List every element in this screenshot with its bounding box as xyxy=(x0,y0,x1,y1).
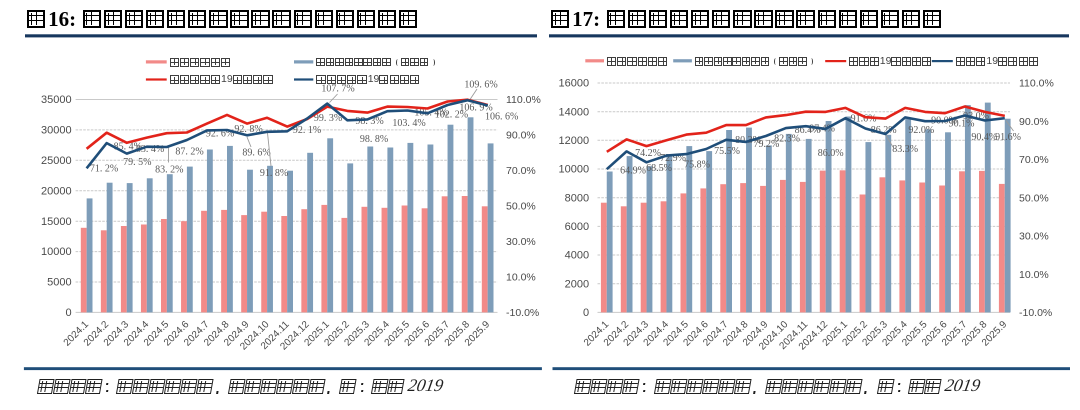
svg-text:90.0%: 90.0% xyxy=(1019,116,1049,128)
svg-text:64.9%: 64.9% xyxy=(620,166,646,177)
svg-text:109. 6%: 109. 6% xyxy=(464,80,497,91)
svg-text:91.6%: 91.6% xyxy=(851,113,877,124)
svg-text:75.8%: 75.8% xyxy=(684,160,710,171)
svg-text:68.5%: 68.5% xyxy=(646,163,672,174)
svg-text:92. 1%: 92. 1% xyxy=(293,125,321,136)
svg-text:-10.0%: -10.0% xyxy=(506,307,539,319)
svg-text:106. 6%: 106. 6% xyxy=(485,111,518,122)
svg-text:87. 2%: 87. 2% xyxy=(175,146,203,157)
svg-text:110.0%: 110.0% xyxy=(1019,78,1054,90)
svg-text:98. 8%: 98. 8% xyxy=(360,134,388,145)
svg-text:10000: 10000 xyxy=(41,246,72,258)
svg-text:12000: 12000 xyxy=(559,135,590,147)
svg-text:0: 0 xyxy=(583,307,589,319)
svg-text:89. 6%: 89. 6% xyxy=(242,148,270,159)
svg-text:79. 5%: 79. 5% xyxy=(123,157,151,168)
svg-text:5000: 5000 xyxy=(47,277,71,289)
svg-text:82.3%: 82.3% xyxy=(774,133,800,144)
svg-text:35000: 35000 xyxy=(41,94,72,106)
svg-text:30000: 30000 xyxy=(41,125,72,137)
svg-text:85. 4%: 85. 4% xyxy=(114,142,142,153)
svg-text:75.5%: 75.5% xyxy=(714,146,740,157)
svg-text:93.0%: 93.0% xyxy=(963,111,989,122)
svg-text:106. 9%: 106. 9% xyxy=(459,103,492,114)
svg-text:-10.0%: -10.0% xyxy=(1019,307,1052,319)
svg-text:15000: 15000 xyxy=(41,216,72,228)
svg-text:90.0%: 90.0% xyxy=(506,130,536,142)
svg-text:92. 8%: 92. 8% xyxy=(234,124,262,135)
svg-text:6000: 6000 xyxy=(565,221,589,233)
svg-text:79.2%: 79.2% xyxy=(753,139,779,150)
svg-text:91.6%: 91.6% xyxy=(995,132,1021,143)
svg-text:90.4%: 90.4% xyxy=(971,132,997,143)
svg-text:72.9%: 72.9% xyxy=(660,153,686,164)
svg-text:83. 2%: 83. 2% xyxy=(155,165,183,176)
svg-text:30.0%: 30.0% xyxy=(506,236,536,248)
svg-text:50.0%: 50.0% xyxy=(506,201,536,213)
svg-text:86.0%: 86.0% xyxy=(818,148,844,159)
svg-text:25000: 25000 xyxy=(41,155,72,167)
svg-text:74.2%: 74.2% xyxy=(635,148,661,159)
svg-text:71. 2%: 71. 2% xyxy=(90,163,118,174)
svg-text:14000: 14000 xyxy=(559,106,590,118)
svg-text:10000: 10000 xyxy=(559,164,590,176)
svg-text:20000: 20000 xyxy=(41,185,72,197)
svg-text:70.0%: 70.0% xyxy=(506,165,536,177)
svg-text:70.0%: 70.0% xyxy=(1019,154,1049,166)
svg-text:0: 0 xyxy=(65,307,71,319)
svg-text:99. 3%: 99. 3% xyxy=(314,113,342,124)
svg-text:83.3%: 83.3% xyxy=(892,144,918,155)
svg-text:92. 6%: 92. 6% xyxy=(206,129,234,140)
svg-text:92.0%: 92.0% xyxy=(908,125,934,136)
svg-text:107. 7%: 107. 7% xyxy=(321,84,354,95)
svg-text:50.0%: 50.0% xyxy=(1019,192,1049,204)
svg-text:110.0%: 110.0% xyxy=(506,94,541,106)
svg-text:10.0%: 10.0% xyxy=(1019,269,1049,281)
svg-text:2000: 2000 xyxy=(565,278,589,290)
svg-text:91. 8%: 91. 8% xyxy=(260,168,288,179)
svg-text:90.1%: 90.1% xyxy=(949,118,975,129)
svg-text:103. 4%: 103. 4% xyxy=(392,118,425,129)
svg-text:10.0%: 10.0% xyxy=(506,272,536,284)
svg-text:8000: 8000 xyxy=(565,192,589,204)
svg-text:16000: 16000 xyxy=(559,78,590,90)
svg-text:86.2%: 86.2% xyxy=(871,125,897,136)
svg-text:83. 4%: 83. 4% xyxy=(136,144,164,155)
svg-text:102. 2%: 102. 2% xyxy=(435,109,468,120)
svg-text:86.4%: 86.4% xyxy=(795,125,821,136)
svg-text:4000: 4000 xyxy=(565,250,589,262)
svg-text:98. 3%: 98. 3% xyxy=(355,116,383,127)
svg-text:30.0%: 30.0% xyxy=(1019,231,1049,243)
